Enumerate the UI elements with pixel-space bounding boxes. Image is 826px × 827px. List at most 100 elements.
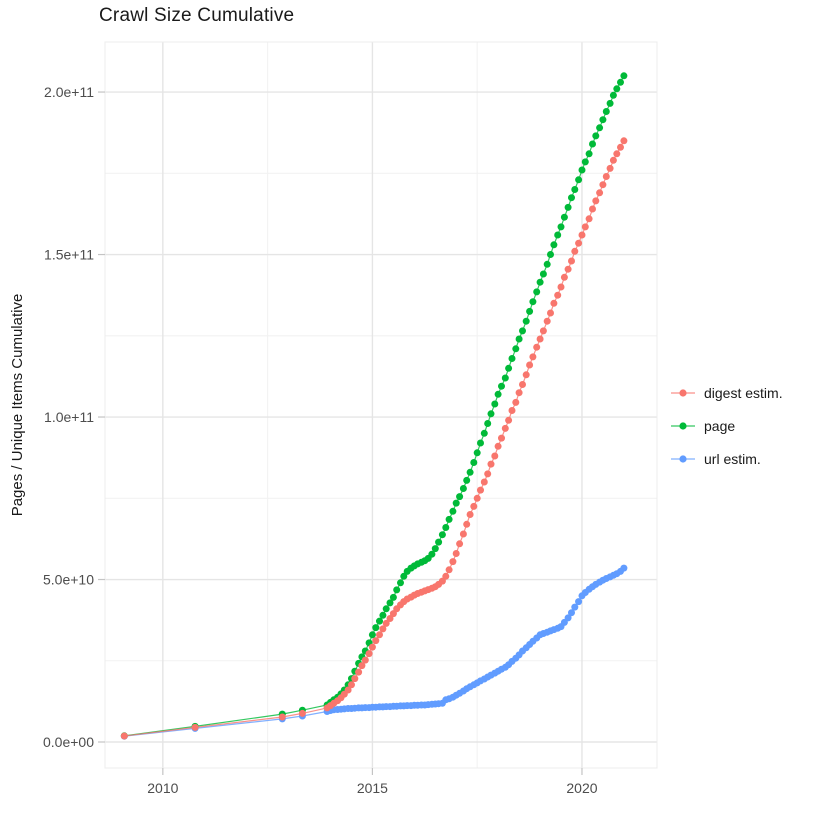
series-digest-estim: [120, 137, 628, 740]
data-point: [466, 468, 474, 476]
data-point: [393, 586, 401, 594]
data-point: [620, 137, 628, 145]
data-point: [536, 278, 544, 286]
x-tick-label: 2015: [357, 780, 388, 796]
data-point: [505, 416, 513, 424]
data-point: [557, 223, 565, 231]
data-point: [508, 355, 516, 362]
data-point: [571, 186, 579, 193]
data-point: [606, 99, 614, 107]
data-point: [484, 420, 492, 427]
data-point: [508, 407, 516, 414]
data-point: [609, 156, 617, 164]
data-point: [575, 239, 583, 247]
data-point: [560, 273, 568, 281]
data-point: [344, 686, 352, 694]
data-point: [452, 550, 460, 557]
data-point: [568, 609, 575, 617]
data-point: [498, 382, 505, 390]
data-point: [550, 241, 558, 249]
data-point: [501, 424, 509, 432]
x-tick-label: 2020: [566, 780, 597, 796]
data-point: [379, 611, 387, 619]
legend-label-digest: digest estim.: [704, 384, 783, 401]
data-point: [519, 327, 526, 335]
data-point: [351, 675, 359, 683]
data-point: [379, 625, 387, 633]
data-point: [620, 564, 628, 572]
data-point: [602, 173, 610, 180]
data-point: [484, 470, 492, 478]
data-point: [445, 515, 453, 523]
data-point: [536, 335, 544, 343]
data-point: [533, 343, 541, 351]
gridlines: [104, 41, 658, 769]
data-point: [564, 203, 572, 211]
data-point: [480, 478, 488, 486]
data-point: [529, 353, 537, 361]
data-point: [547, 309, 554, 317]
data-point: [431, 545, 439, 553]
series-url-estim: [120, 564, 628, 740]
legend-key-url: [671, 454, 695, 463]
data-point: [456, 540, 464, 548]
data-point: [459, 485, 467, 492]
data-point: [477, 486, 484, 494]
y-tick-label: 0.0e+00: [43, 734, 94, 750]
data-point: [575, 176, 583, 184]
data-point: [522, 317, 530, 325]
data-point: [449, 558, 457, 566]
data-point: [445, 566, 453, 574]
data-point: [602, 108, 610, 115]
data-point: [501, 374, 509, 382]
data-point: [348, 681, 355, 689]
data-point: [568, 194, 575, 202]
data-point: [491, 452, 499, 460]
data-point: [480, 429, 488, 437]
data-point: [613, 150, 621, 158]
data-point: [397, 579, 404, 587]
data-point: [589, 140, 596, 148]
data-point: [617, 143, 624, 151]
y-tick-label: 5.0e+10: [43, 572, 94, 588]
data-point: [470, 459, 478, 466]
data-point: [435, 538, 443, 546]
data-point: [452, 499, 460, 507]
data-point: [442, 572, 450, 580]
data-point: [466, 511, 474, 518]
data-point: [560, 213, 568, 221]
data-point: [361, 656, 369, 664]
data-point: [547, 251, 554, 258]
legend-label-page: page: [704, 417, 736, 434]
data-point: [564, 265, 572, 273]
data-point: [278, 713, 286, 721]
data-point: [571, 247, 579, 255]
data-point: [389, 593, 397, 601]
data-point: [539, 270, 547, 278]
legend-key-page: [671, 421, 695, 430]
data-point: [533, 288, 541, 296]
data-point: [473, 449, 481, 457]
data-point: [519, 381, 526, 388]
data-point: [512, 398, 520, 406]
data-point: [386, 599, 394, 607]
chart-title: Crawl Size Cumulative: [99, 5, 295, 26]
data-point: [529, 298, 537, 306]
data-point: [386, 615, 394, 622]
axis-ticks: [98, 91, 583, 775]
data-point: [505, 364, 513, 372]
data-point: [376, 617, 383, 625]
y-tick-label: 2.0e+11: [44, 84, 94, 100]
data-point: [550, 299, 558, 307]
data-point: [599, 116, 607, 124]
data-point: [382, 619, 390, 627]
data-point: [543, 260, 551, 268]
data-point: [477, 439, 484, 447]
legend-entry-page: page: [670, 409, 783, 442]
y-axis-title: Pages / Unique Items Cumulative: [9, 294, 26, 517]
data-point: [617, 78, 624, 86]
data-point: [456, 493, 464, 501]
axis-tick-labels: 2010 2015 2020 0.0e+00 5.0e+10 1.0e+11 1.5e+11…: [43, 84, 598, 796]
data-point: [592, 132, 600, 140]
